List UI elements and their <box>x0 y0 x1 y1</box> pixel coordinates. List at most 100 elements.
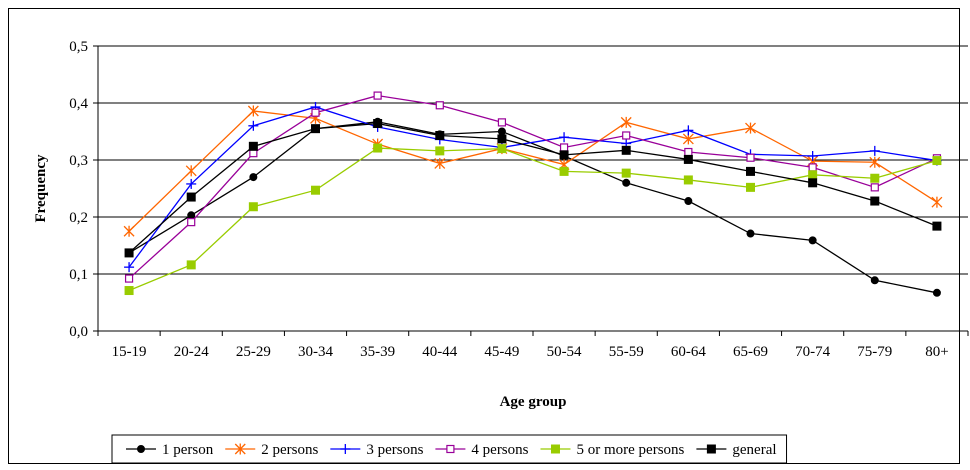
chart-frame <box>8 8 960 464</box>
data-point <box>435 101 444 110</box>
legend-item: 2 persons <box>225 442 318 458</box>
x-tick-label: 45-49 <box>484 344 519 360</box>
legend-marker <box>234 443 246 455</box>
legend-marker <box>446 444 455 454</box>
data-point <box>497 134 507 144</box>
data-point <box>124 274 134 283</box>
data-point <box>187 218 196 227</box>
data-point <box>311 185 320 195</box>
data-point <box>746 182 755 192</box>
data-point <box>620 116 632 128</box>
legend-marker <box>706 444 716 454</box>
data-point <box>931 196 943 208</box>
x-axis-title: Age group <box>500 394 567 410</box>
data-point <box>559 166 569 176</box>
legend-item: 5 or more persons <box>540 442 685 458</box>
data-point <box>373 143 383 153</box>
legend-item: general <box>696 442 777 458</box>
data-point <box>373 91 382 100</box>
data-point <box>869 156 881 168</box>
series-4-persons <box>124 91 942 283</box>
x-tick-label: 25-29 <box>236 344 271 360</box>
data-point <box>808 170 818 180</box>
data-point <box>621 145 631 155</box>
data-point <box>870 196 880 206</box>
data-point <box>870 173 880 183</box>
legend-marker <box>137 445 145 453</box>
legend-marker <box>340 444 351 454</box>
y-tick-label: 0,0 <box>69 324 88 340</box>
data-point <box>435 146 445 156</box>
data-point <box>248 141 258 151</box>
series-line <box>128 106 938 268</box>
data-point <box>683 154 693 164</box>
legend-item: 1 person <box>126 442 214 458</box>
y-axis-title: Frequency <box>33 154 49 223</box>
legend-item: 3 persons <box>330 442 424 458</box>
data-point <box>870 183 879 192</box>
data-point <box>124 248 134 258</box>
x-tick-label: 35-39 <box>360 344 395 360</box>
data-point <box>186 178 197 189</box>
series-3-persons <box>124 101 942 273</box>
data-point <box>683 125 694 136</box>
data-point <box>621 168 631 178</box>
data-point <box>932 288 941 297</box>
data-point <box>185 165 197 177</box>
y-tick-label: 0,5 <box>69 39 88 55</box>
data-point <box>497 144 507 154</box>
legend: 1 person 2 persons 3 persons 4 persons 5 or … <box>111 434 788 464</box>
data-point <box>247 105 259 117</box>
series-line <box>128 121 938 294</box>
legend-label: 2 persons <box>261 442 318 458</box>
data-point <box>684 197 693 206</box>
legend-label: 1 person <box>162 442 214 458</box>
data-point <box>808 178 818 188</box>
series-general <box>124 119 942 258</box>
y-tick-label: 0,4 <box>69 96 88 112</box>
data-point <box>187 211 196 220</box>
data-point <box>622 131 631 140</box>
data-point <box>186 260 196 270</box>
x-tick-label: 50-54 <box>547 344 582 360</box>
x-tick-label: 80+ <box>925 344 948 360</box>
series-5-or-more-persons <box>124 143 942 296</box>
data-point <box>684 147 693 157</box>
data-point <box>559 132 570 143</box>
y-tick-label: 0,3 <box>69 153 88 169</box>
data-point <box>248 120 259 131</box>
data-point <box>124 286 134 296</box>
data-point <box>559 143 569 152</box>
data-point <box>746 153 755 162</box>
y-tick-label: 0,2 <box>69 210 88 226</box>
x-tick-label: 65-69 <box>733 344 768 360</box>
data-point <box>248 202 258 212</box>
x-tick-label: 30-34 <box>298 344 333 360</box>
data-point <box>870 276 879 285</box>
x-tick-label: 15-19 <box>112 344 147 360</box>
data-point <box>124 262 135 273</box>
data-point <box>249 173 258 182</box>
data-point <box>559 150 569 160</box>
data-point <box>683 175 693 185</box>
x-tick-label: 20-24 <box>174 344 209 360</box>
x-tick-label: 70-74 <box>795 344 830 360</box>
legend-label: 3 persons <box>366 442 423 458</box>
data-point <box>745 122 756 134</box>
legend-label: 5 or more persons <box>576 442 684 458</box>
x-tick-label: 75-79 <box>857 344 892 360</box>
data-point <box>932 156 942 166</box>
x-tick-label: 60-64 <box>671 344 706 360</box>
data-point <box>373 119 383 129</box>
data-point <box>622 178 631 187</box>
legend-item: 4 persons <box>435 442 529 458</box>
data-point <box>497 118 507 127</box>
data-point <box>808 236 817 245</box>
data-point <box>869 145 880 156</box>
data-point <box>807 151 818 162</box>
data-point <box>932 221 942 231</box>
legend-label: general <box>732 442 776 458</box>
legend-label: 4 persons <box>471 442 528 458</box>
series-1-person <box>125 117 941 297</box>
data-point <box>311 124 320 134</box>
